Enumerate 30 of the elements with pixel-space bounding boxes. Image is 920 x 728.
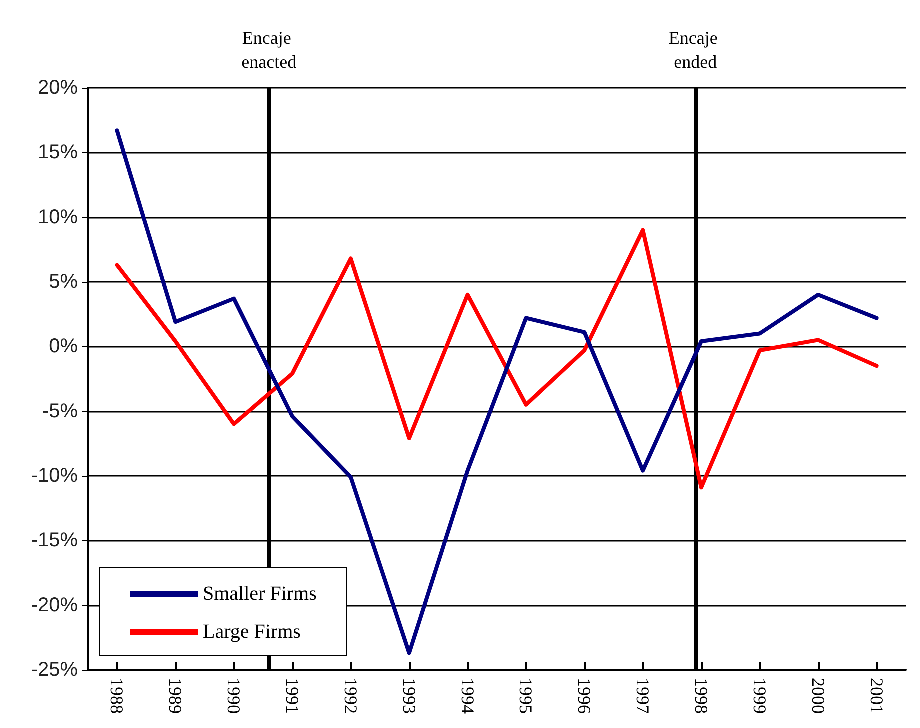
x-tick-label: 1994 — [458, 678, 478, 714]
y-tick-label: -25% — [31, 659, 78, 681]
y-tick-label: -15% — [31, 530, 78, 552]
x-tick-label: 1989 — [166, 678, 186, 714]
ref-line-label: Encaje enacted — [242, 28, 297, 72]
y-tick-label: -5% — [42, 400, 78, 422]
x-tick-label: 1993 — [399, 678, 420, 714]
legend-label: Large Firms — [203, 621, 302, 643]
y-tick-label: -20% — [31, 594, 78, 616]
legend-label: Smaller Firms — [203, 583, 318, 605]
x-tick-label: 1998 — [692, 678, 712, 714]
x-tick-label: 1988 — [107, 678, 128, 714]
x-tick-label: 1996 — [574, 678, 595, 714]
y-tick-label: -10% — [31, 465, 78, 487]
ref-line-label: Encaje ended — [668, 28, 722, 72]
x-tick-label: 1995 — [516, 678, 536, 714]
x-tick-label: 2000 — [808, 678, 828, 714]
line-series — [115, 228, 879, 490]
x-tick-label: 1997 — [633, 678, 654, 714]
x-tick-label: 1999 — [750, 678, 770, 714]
x-tick-label: 2001 — [866, 678, 887, 714]
y-tick-label: 0% — [49, 336, 78, 358]
y-tick-label: 10% — [38, 206, 78, 228]
y-tick-label: 20% — [38, 77, 78, 99]
x-tick-label: 1991 — [282, 678, 302, 714]
line-series — [115, 128, 879, 656]
y-tick-label: 15% — [38, 142, 78, 164]
y-tick-label: 5% — [49, 271, 78, 293]
x-tick-label: 1992 — [340, 678, 361, 714]
x-tick-label: 1990 — [224, 678, 244, 714]
